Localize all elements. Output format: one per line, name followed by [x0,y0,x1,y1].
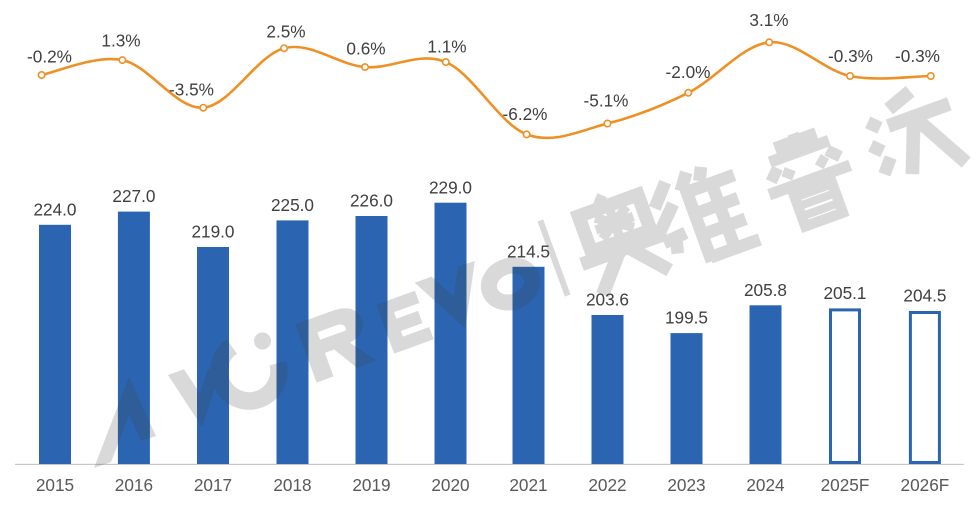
svg-text:2017: 2017 [194,475,232,495]
svg-text:-6.2%: -6.2% [503,104,548,124]
svg-text:2026F: 2026F [901,475,950,495]
svg-text:199.5: 199.5 [665,308,708,328]
svg-text:205.1: 205.1 [823,283,866,303]
svg-text:3.1%: 3.1% [749,10,788,30]
svg-text:2024: 2024 [746,475,785,495]
svg-text:2.5%: 2.5% [266,21,305,41]
svg-text:2020: 2020 [431,475,469,495]
svg-text:225.0: 225.0 [271,195,314,215]
svg-text:219.0: 219.0 [191,222,234,242]
svg-text:205.8: 205.8 [744,280,787,300]
svg-text:204.5: 204.5 [903,286,946,306]
svg-text:2016: 2016 [115,475,153,495]
svg-text:2022: 2022 [588,475,626,495]
svg-text:2021: 2021 [509,475,547,495]
svg-text:2018: 2018 [273,475,311,495]
svg-text:227.0: 227.0 [112,186,155,206]
svg-text:-5.1%: -5.1% [584,90,629,110]
svg-text:-2.0%: -2.0% [666,62,711,82]
svg-text:224.0: 224.0 [33,199,76,219]
svg-text:214.5: 214.5 [507,241,550,261]
svg-text:-0.3%: -0.3% [828,46,873,66]
svg-text:-0.2%: -0.2% [27,46,72,66]
svg-text:2019: 2019 [352,475,390,495]
svg-text:1.3%: 1.3% [101,30,140,50]
svg-text:2023: 2023 [667,475,705,495]
svg-text:1.1%: 1.1% [427,36,466,56]
svg-text:2015: 2015 [36,475,74,495]
svg-text:229.0: 229.0 [429,177,472,197]
svg-text:-0.3%: -0.3% [895,46,940,66]
svg-text:0.6%: 0.6% [346,38,385,58]
svg-text:203.6: 203.6 [586,290,629,310]
svg-text:226.0: 226.0 [350,191,393,211]
svg-text:-3.5%: -3.5% [169,79,214,99]
svg-text:2025F: 2025F [821,475,870,495]
